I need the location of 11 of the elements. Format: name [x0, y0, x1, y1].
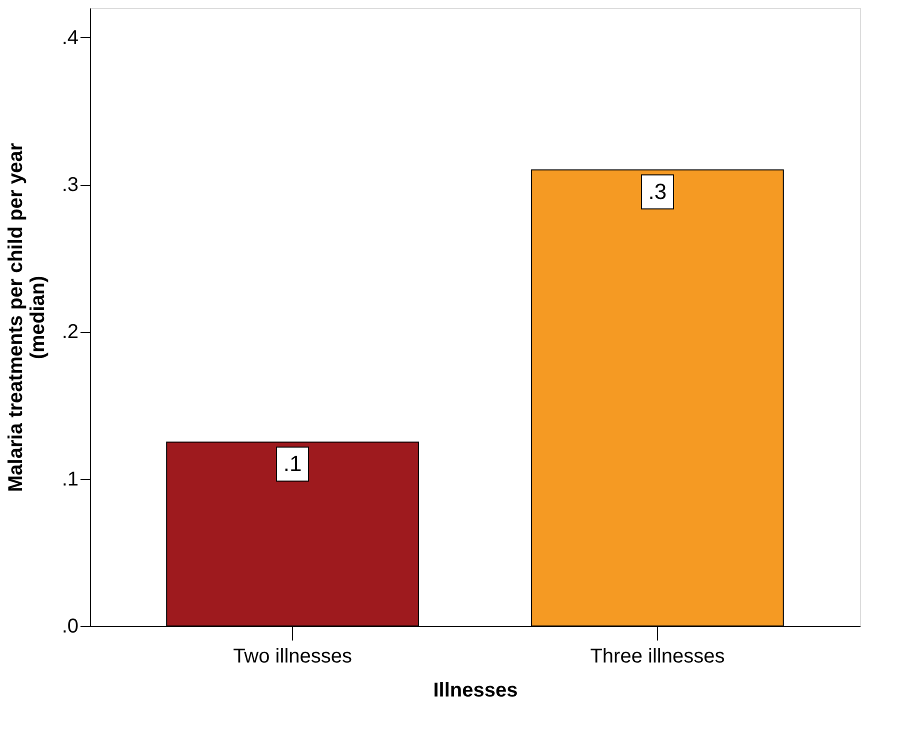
y-tick-label: .1: [62, 468, 78, 490]
y-axis-title: Malaria treatments per child per year (median): [4, 142, 49, 492]
y-tick-label: .3: [62, 174, 78, 196]
y-tick-label: .4: [62, 26, 78, 49]
data-label: .1: [283, 451, 302, 476]
data-label: .3: [648, 178, 667, 204]
y-tick-label: .0: [62, 616, 78, 638]
x-tick-label: Three illnesses: [590, 646, 725, 668]
x-axis-title: Illnesses: [433, 680, 518, 702]
x-tick-label: Two illnesses: [233, 646, 352, 668]
y-tick-label: .2: [62, 321, 78, 344]
